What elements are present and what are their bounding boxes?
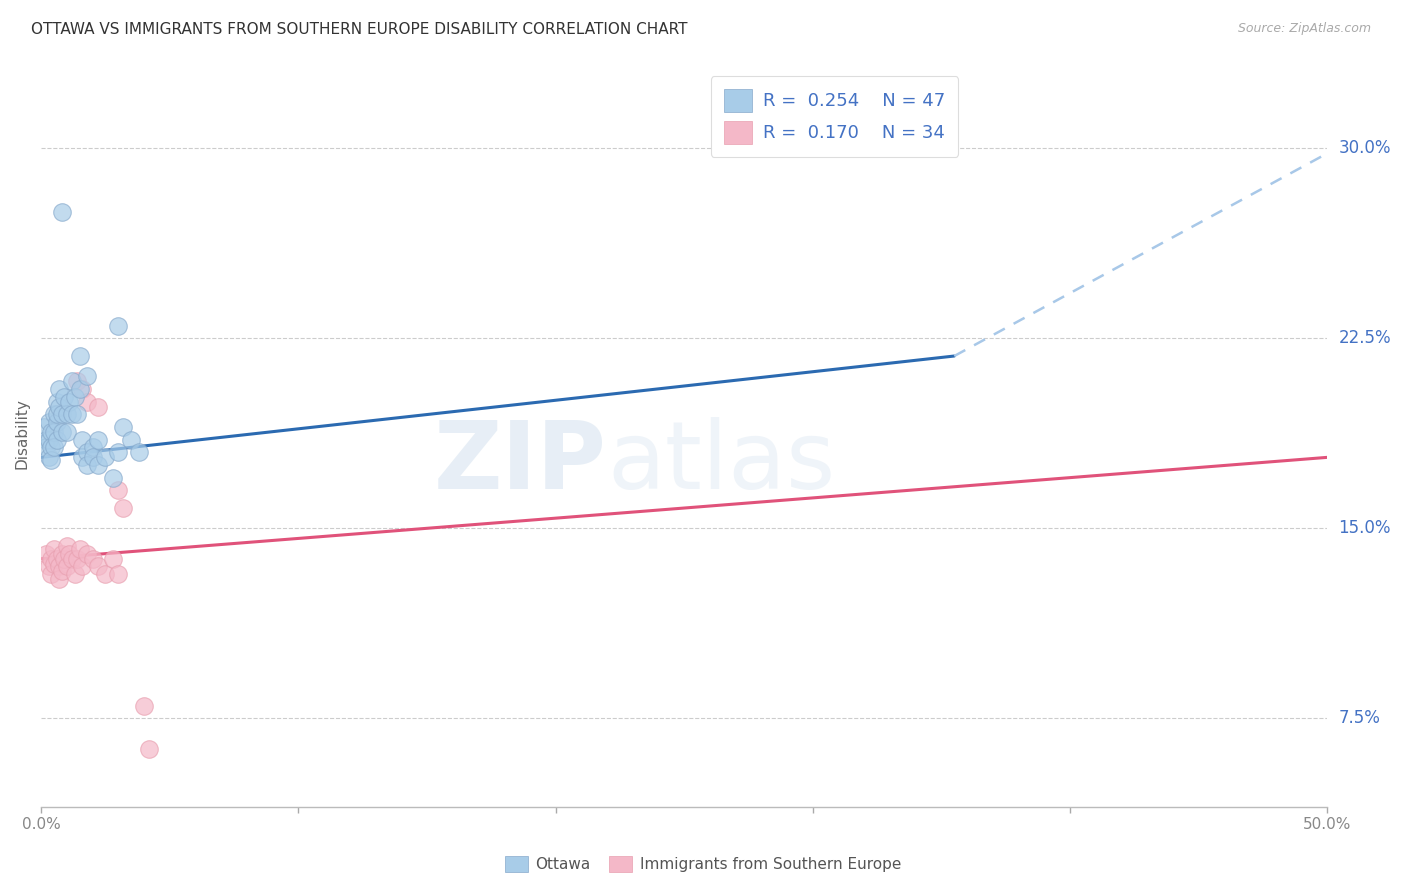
Point [86,559,108,574]
Point [58,394,80,409]
Point [72,559,94,574]
Point [82,551,104,566]
Point [72,450,94,465]
Legend: R =  0.254    N = 47, R =  0.170    N = 34: R = 0.254 N = 47, R = 0.170 N = 34 [711,76,957,157]
Point [42,541,65,556]
Point [63,566,86,581]
Point [53,390,76,404]
Point [42,440,65,454]
Point [112,501,135,516]
Point [32,420,55,434]
Point [82,440,104,454]
Point [48,382,70,396]
Point [51,565,73,579]
Point [101,470,124,484]
Point [51,407,73,421]
Point [58,547,80,561]
Point [66,407,89,421]
Point [45,415,67,429]
Point [41,440,63,454]
Point [76,547,98,561]
Point [42,425,65,439]
Point [35,547,58,561]
Point [42,407,65,421]
Point [107,445,129,459]
Point [41,566,63,581]
Point [101,551,124,566]
Point [56,425,79,439]
Point [45,407,67,421]
Legend: Ottawa, Immigrants from Southern Europe: Ottawa, Immigrants from Southern Europe [498,848,908,880]
Point [94,566,117,581]
Point [69,541,91,556]
Point [86,433,108,447]
Point [138,741,160,756]
Point [35,433,58,447]
Point [45,551,67,566]
Point [66,375,89,389]
Text: atlas: atlas [607,417,835,509]
Point [41,551,63,566]
Point [76,445,98,459]
Point [45,433,67,447]
Point [48,559,70,574]
Point [66,551,89,566]
Point [51,204,73,219]
Point [38,450,60,465]
Point [51,547,73,561]
Point [76,458,98,472]
Point [38,433,60,447]
Text: 22.5%: 22.5% [1339,329,1391,347]
Point [63,390,86,404]
Point [69,382,91,396]
Text: 15.0%: 15.0% [1339,519,1391,537]
Point [60,551,83,566]
Text: 30.0%: 30.0% [1339,139,1391,157]
Point [120,433,142,447]
Point [112,420,135,434]
Point [53,551,76,566]
Text: OTTAWA VS IMMIGRANTS FROM SOUTHERN EUROPE DISABILITY CORRELATION CHART: OTTAWA VS IMMIGRANTS FROM SOUTHERN EUROP… [31,22,688,37]
Point [69,349,91,363]
Point [38,559,60,574]
Text: 7.5%: 7.5% [1339,709,1381,727]
Point [48,572,70,586]
Point [56,559,79,574]
Point [76,394,98,409]
Point [60,375,83,389]
Text: ZIP: ZIP [434,417,607,509]
Point [51,425,73,439]
Point [94,450,117,465]
Point [56,539,79,553]
Point [60,407,83,421]
Point [86,400,108,414]
Point [48,400,70,414]
Point [56,407,79,421]
Point [107,483,129,498]
Point [72,433,94,447]
Point [42,557,65,571]
Point [76,369,98,384]
Point [45,394,67,409]
Point [38,415,60,429]
Point [128,445,150,459]
Y-axis label: Disability: Disability [15,398,30,468]
Point [82,450,104,465]
Point [86,458,108,472]
Point [41,453,63,467]
Point [132,698,155,713]
Point [41,425,63,439]
Point [35,440,58,454]
Point [107,566,129,581]
Text: Source: ZipAtlas.com: Source: ZipAtlas.com [1237,22,1371,36]
Point [72,382,94,396]
Point [107,318,129,333]
